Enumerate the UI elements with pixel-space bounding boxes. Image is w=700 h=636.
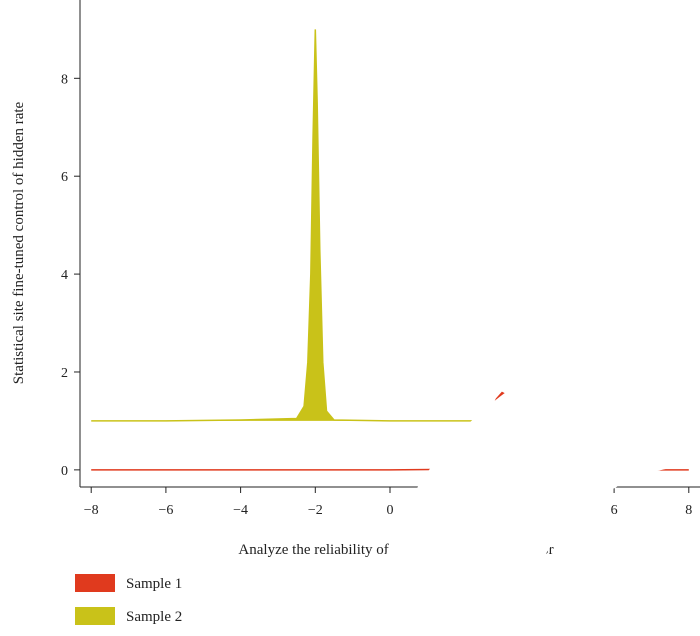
- y-tick-label: 6: [61, 170, 68, 185]
- x-tick-label: −4: [233, 503, 248, 518]
- y-axis-title: Statistical site fine-tuned control of h…: [11, 101, 27, 384]
- x-tick-label: −2: [308, 503, 323, 518]
- series-line-sample-2: [91, 29, 689, 422]
- legend-swatch-sample-1: [75, 574, 115, 592]
- x-tick-label: 8: [685, 503, 692, 518]
- x-tick-label: 6: [611, 503, 618, 518]
- x-tick-label: 0: [387, 503, 394, 518]
- legend: Sample 1 Sample 2: [75, 574, 182, 625]
- x-tick-label: −6: [158, 503, 173, 518]
- legend-swatch-sample-2: [75, 607, 115, 625]
- y-tick-label: 0: [61, 464, 68, 479]
- watermark-shape: [370, 329, 700, 631]
- x-ticks: −8−6−4−202468: [84, 487, 692, 518]
- y-ticks: 0 2 4 6 8: [61, 72, 80, 479]
- x-tick-label: −8: [84, 503, 99, 518]
- legend-label-sample-1: Sample 1: [126, 576, 182, 592]
- y-tick-label: 2: [61, 366, 68, 381]
- y-tick-label: 8: [61, 72, 68, 87]
- y-tick-label: 4: [61, 268, 68, 283]
- legend-label-sample-2: Sample 2: [126, 609, 182, 625]
